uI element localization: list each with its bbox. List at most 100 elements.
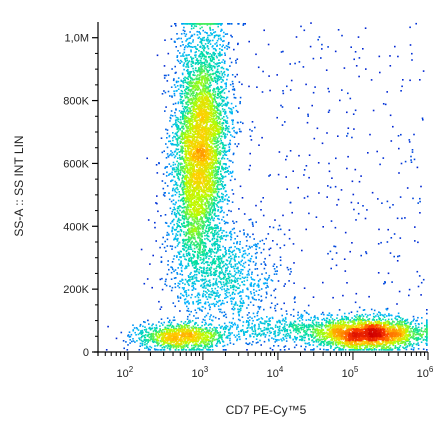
event-dot [284, 327, 286, 330]
event-dot [265, 287, 267, 289]
event-dot [263, 340, 266, 343]
event-dot [219, 335, 222, 338]
event-dot [383, 349, 385, 351]
event-dot [147, 219, 150, 221]
event-dot [283, 338, 285, 341]
event-dot [325, 349, 328, 351]
event-dot [376, 150, 378, 153]
event-dot [182, 99, 185, 102]
event-dot [402, 317, 404, 320]
event-dot [212, 94, 215, 96]
event-dot [219, 104, 221, 106]
event-dot [224, 292, 227, 295]
event-dot [331, 258, 334, 260]
event-dot [310, 349, 312, 351]
event-dot [191, 275, 193, 278]
event-dot [194, 321, 197, 324]
event-dot [208, 90, 210, 93]
event-dot [199, 254, 202, 256]
event-dot [177, 175, 179, 178]
event-dot [325, 69, 328, 71]
event-dot [176, 226, 178, 229]
event-dot [163, 90, 165, 92]
event-dot [330, 314, 333, 316]
event-dot [156, 344, 159, 347]
event-dot [274, 341, 276, 343]
event-dot [296, 336, 298, 339]
event-dot [177, 219, 180, 221]
event-dot [346, 282, 348, 284]
event-dot [224, 290, 226, 292]
event-dot [183, 203, 186, 205]
event-dot [196, 34, 199, 36]
event-dot [219, 97, 222, 100]
event-dot [240, 295, 242, 297]
event-dot [161, 93, 164, 95]
event-dot [329, 322, 332, 324]
event-dot [204, 221, 207, 223]
event-dot [226, 288, 229, 290]
event-dot [181, 102, 184, 105]
event-dot [274, 324, 277, 327]
event-dot [237, 292, 239, 295]
event-dot [187, 78, 189, 81]
event-dot [182, 196, 185, 199]
event-dot [185, 69, 188, 72]
event-dot [208, 200, 210, 203]
event-dot [195, 327, 197, 329]
event-dot [218, 116, 220, 118]
event-dot [183, 120, 185, 123]
event-dot [181, 73, 184, 76]
event-dot [301, 322, 303, 324]
event-dot [155, 164, 158, 166]
event-dot [233, 322, 236, 325]
event-dot [218, 104, 220, 107]
event-dot [127, 344, 129, 346]
event-dot [166, 171, 168, 174]
event-dot [209, 73, 212, 75]
event-dot [189, 321, 192, 323]
event-dot [172, 153, 175, 156]
event-dot [279, 329, 281, 332]
event-dot [251, 245, 253, 248]
event-dot [204, 316, 206, 318]
event-dot [263, 277, 266, 280]
event-dot [218, 336, 220, 339]
event-dot [191, 320, 194, 322]
event-dot [188, 258, 190, 261]
event-dot [289, 273, 291, 275]
event-dot [310, 325, 312, 328]
event-dot [228, 146, 231, 148]
event-dot [346, 135, 348, 137]
event-dot [310, 333, 312, 336]
event-dot [176, 174, 178, 176]
event-dot [234, 75, 237, 78]
event-dot [351, 180, 354, 183]
event-dot [222, 315, 225, 317]
event-dot [226, 171, 228, 173]
event-dot [176, 169, 178, 171]
event-dot [386, 91, 388, 93]
event-dot [254, 328, 256, 330]
event-dot [217, 244, 219, 247]
event-dot [132, 338, 134, 340]
event-dot [313, 316, 316, 319]
event-dot [347, 155, 349, 158]
event-dot [346, 167, 348, 170]
event-dot [278, 339, 280, 341]
event-dot [220, 76, 223, 79]
event-dot [231, 135, 234, 138]
event-dot [274, 309, 277, 312]
event-dot [413, 347, 415, 349]
event-dot [260, 295, 263, 298]
event-dot [357, 316, 359, 318]
event-dot [230, 300, 232, 303]
event-dot [181, 110, 183, 113]
event-dot [200, 41, 202, 43]
event-dot [212, 65, 214, 67]
event-dot [240, 329, 243, 332]
event-dot [186, 305, 188, 308]
event-dot [191, 260, 193, 263]
event-dot [177, 130, 180, 132]
event-dot [210, 32, 212, 34]
